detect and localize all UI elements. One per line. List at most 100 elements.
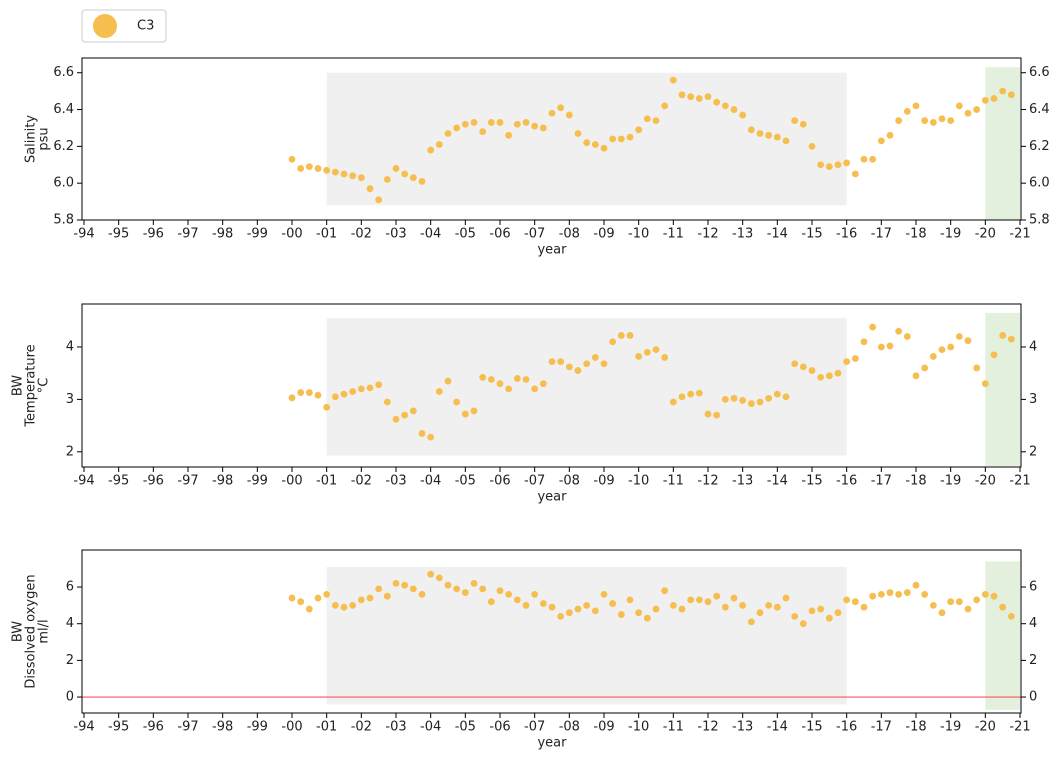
x-tick-label: -94 — [73, 720, 94, 735]
x-tick-label: -16 — [836, 720, 857, 735]
y-tick-label: 2 — [66, 653, 74, 668]
x-tick-label: -14 — [767, 474, 788, 489]
data-point — [522, 376, 530, 383]
data-point — [678, 605, 686, 613]
data-point — [747, 126, 755, 134]
x-tick-label: -21 — [1009, 474, 1030, 489]
data-point — [747, 400, 755, 407]
y-tick-label-right: 6.2 — [1029, 139, 1050, 154]
x-tick-label: -05 — [455, 720, 476, 735]
data-point — [1007, 612, 1015, 620]
data-point — [947, 598, 955, 606]
data-point — [955, 102, 963, 110]
data-point — [895, 590, 903, 598]
data-point — [817, 373, 825, 381]
data-point — [955, 333, 963, 340]
x-tick-label: -99 — [247, 474, 268, 489]
data-point — [340, 390, 348, 398]
data-point — [704, 598, 712, 606]
data-point — [964, 109, 972, 117]
x-tick-label: -12 — [697, 474, 718, 489]
data-point — [513, 596, 521, 604]
data-point — [522, 119, 530, 126]
data-point — [297, 598, 305, 606]
data-point — [808, 367, 816, 374]
y-tick-label: 6.4 — [53, 102, 74, 117]
data-point — [834, 369, 842, 377]
x-tick-label: -98 — [212, 720, 233, 735]
data-point — [600, 144, 608, 152]
data-point — [375, 381, 383, 389]
x-tick-label: -04 — [420, 720, 441, 735]
x-tick-label: -13 — [732, 227, 753, 242]
x-tick-label: -11 — [663, 720, 684, 735]
data-point — [973, 106, 981, 113]
x-tick-label: -21 — [1009, 227, 1030, 242]
data-point — [314, 165, 322, 172]
data-point — [912, 372, 920, 380]
data-point — [687, 596, 695, 604]
data-point — [912, 102, 920, 110]
data-point — [427, 570, 435, 578]
data-point — [513, 375, 521, 382]
x-tick-label: -10 — [628, 474, 649, 489]
data-point — [843, 358, 851, 366]
data-point — [288, 394, 296, 402]
data-point — [765, 601, 773, 609]
data-point — [626, 596, 634, 604]
data-point — [418, 590, 426, 598]
y-axis-label: Dissolved oxygen — [24, 574, 39, 688]
data-point — [314, 594, 322, 602]
x-tick-label: -20 — [975, 474, 996, 489]
data-point — [678, 91, 686, 99]
data-point — [470, 579, 478, 587]
data-point — [427, 146, 435, 154]
data-point — [860, 338, 868, 346]
data-point — [938, 346, 946, 353]
data-point — [799, 620, 807, 628]
data-point — [453, 398, 461, 406]
data-point — [877, 137, 885, 145]
x-tick-label: -00 — [281, 227, 302, 242]
data-point — [825, 372, 833, 380]
x-tick-label: -18 — [905, 720, 926, 735]
x-tick-label: -10 — [628, 227, 649, 242]
data-point — [609, 338, 617, 346]
x-tick-label: -99 — [247, 227, 268, 242]
data-point — [349, 172, 357, 180]
data-point — [505, 590, 513, 598]
data-point — [617, 135, 625, 143]
x-tick-label: -15 — [801, 474, 822, 489]
y-axis-label: Temperature — [24, 344, 39, 427]
data-point — [713, 98, 721, 106]
data-point — [479, 585, 487, 593]
data-point — [851, 355, 859, 362]
x-tick-label: -95 — [108, 720, 129, 735]
data-point — [548, 358, 556, 366]
data-point — [548, 109, 556, 117]
data-point — [375, 196, 383, 204]
x-axis-label: year — [537, 490, 567, 505]
x-tick-label: -10 — [628, 720, 649, 735]
data-point — [791, 360, 799, 368]
x-tick-label: -03 — [385, 474, 406, 489]
data-point — [539, 600, 547, 607]
x-tick-label: -94 — [73, 227, 94, 242]
data-point — [643, 115, 651, 123]
y-tick-label-right: 0 — [1029, 690, 1037, 705]
data-point — [877, 590, 885, 598]
x-tick-label: -97 — [177, 227, 198, 242]
data-point — [383, 398, 391, 406]
data-point — [297, 389, 305, 396]
y-tick-label: 6.0 — [53, 176, 74, 191]
data-point — [366, 594, 374, 602]
legend-label: C3 — [137, 19, 154, 34]
y-tick-label: 2 — [66, 444, 74, 459]
y-tick-label-right: 6.0 — [1029, 176, 1050, 191]
data-point — [843, 159, 851, 167]
axes-frame — [81, 549, 1022, 714]
data-point — [912, 581, 920, 589]
data-point — [799, 363, 807, 371]
data-point — [869, 155, 877, 163]
